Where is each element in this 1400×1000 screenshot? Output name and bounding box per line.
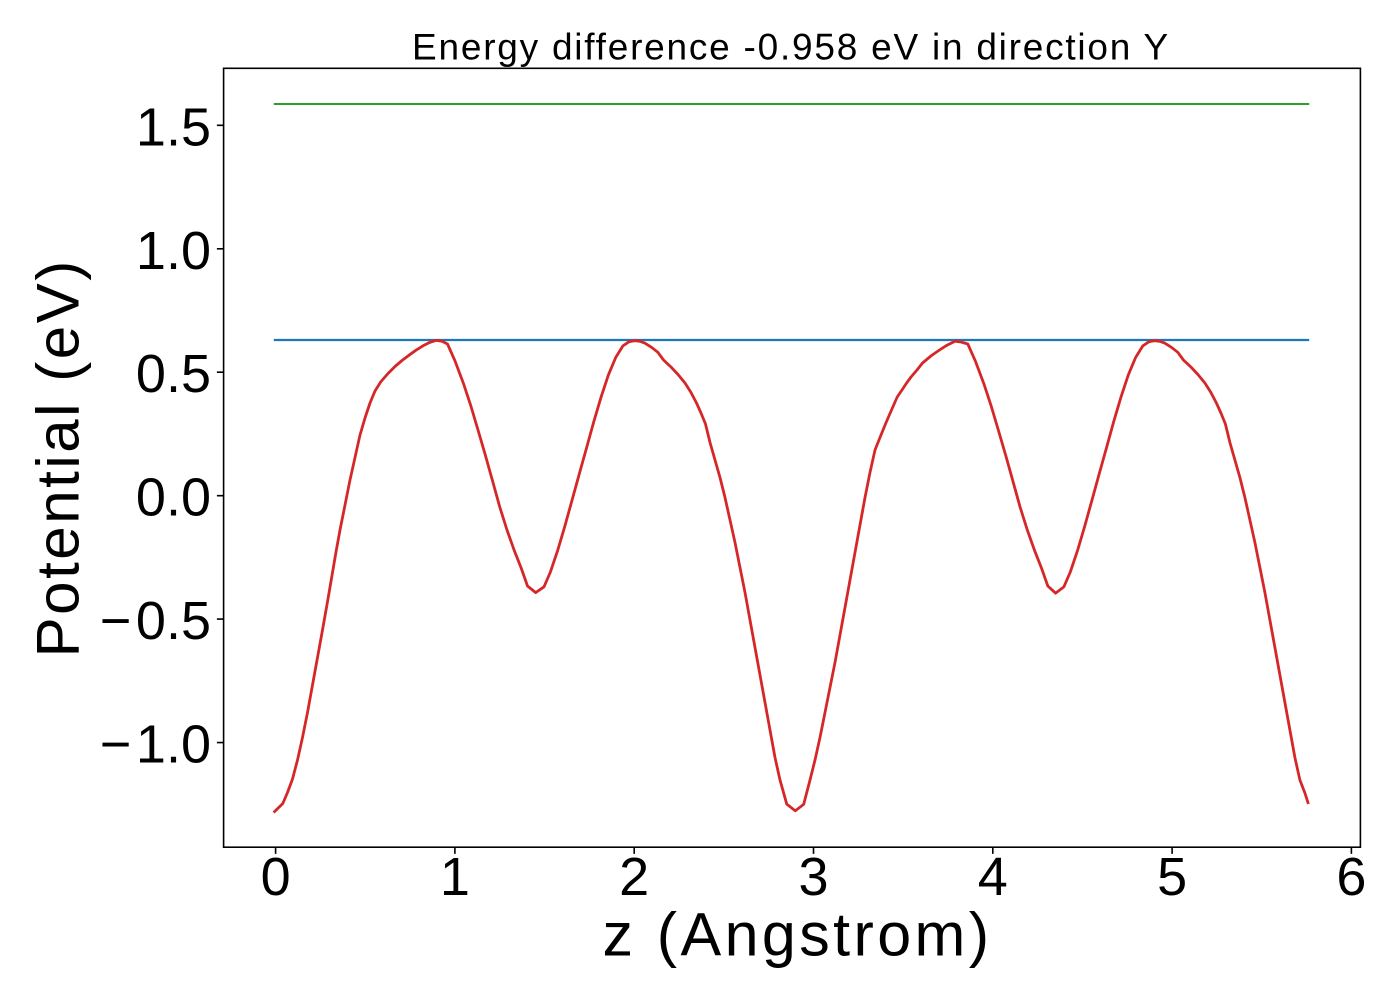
svg-text:1: 1 (440, 847, 470, 907)
svg-text:5: 5 (1157, 847, 1187, 907)
svg-text:6: 6 (1336, 847, 1366, 907)
svg-text:−: − (100, 591, 132, 651)
svg-text:Energy difference -0.958 eV in: Energy difference -0.958 eV in direction… (412, 27, 1170, 68)
svg-text:1.5: 1.5 (136, 97, 211, 157)
svg-text:z (Angstrom): z (Angstrom) (603, 901, 993, 969)
svg-text:4: 4 (978, 847, 1008, 907)
svg-text:1.0: 1.0 (136, 715, 211, 775)
svg-text:1.0: 1.0 (136, 221, 211, 281)
svg-text:−: − (100, 715, 132, 775)
svg-text:0.5: 0.5 (136, 344, 211, 404)
svg-text:Potential (eV): Potential (eV) (25, 258, 92, 657)
svg-text:2: 2 (619, 847, 649, 907)
svg-text:0: 0 (261, 847, 291, 907)
svg-text:0.0: 0.0 (136, 468, 211, 528)
svg-text:3: 3 (798, 847, 828, 907)
svg-text:0.5: 0.5 (136, 591, 211, 651)
